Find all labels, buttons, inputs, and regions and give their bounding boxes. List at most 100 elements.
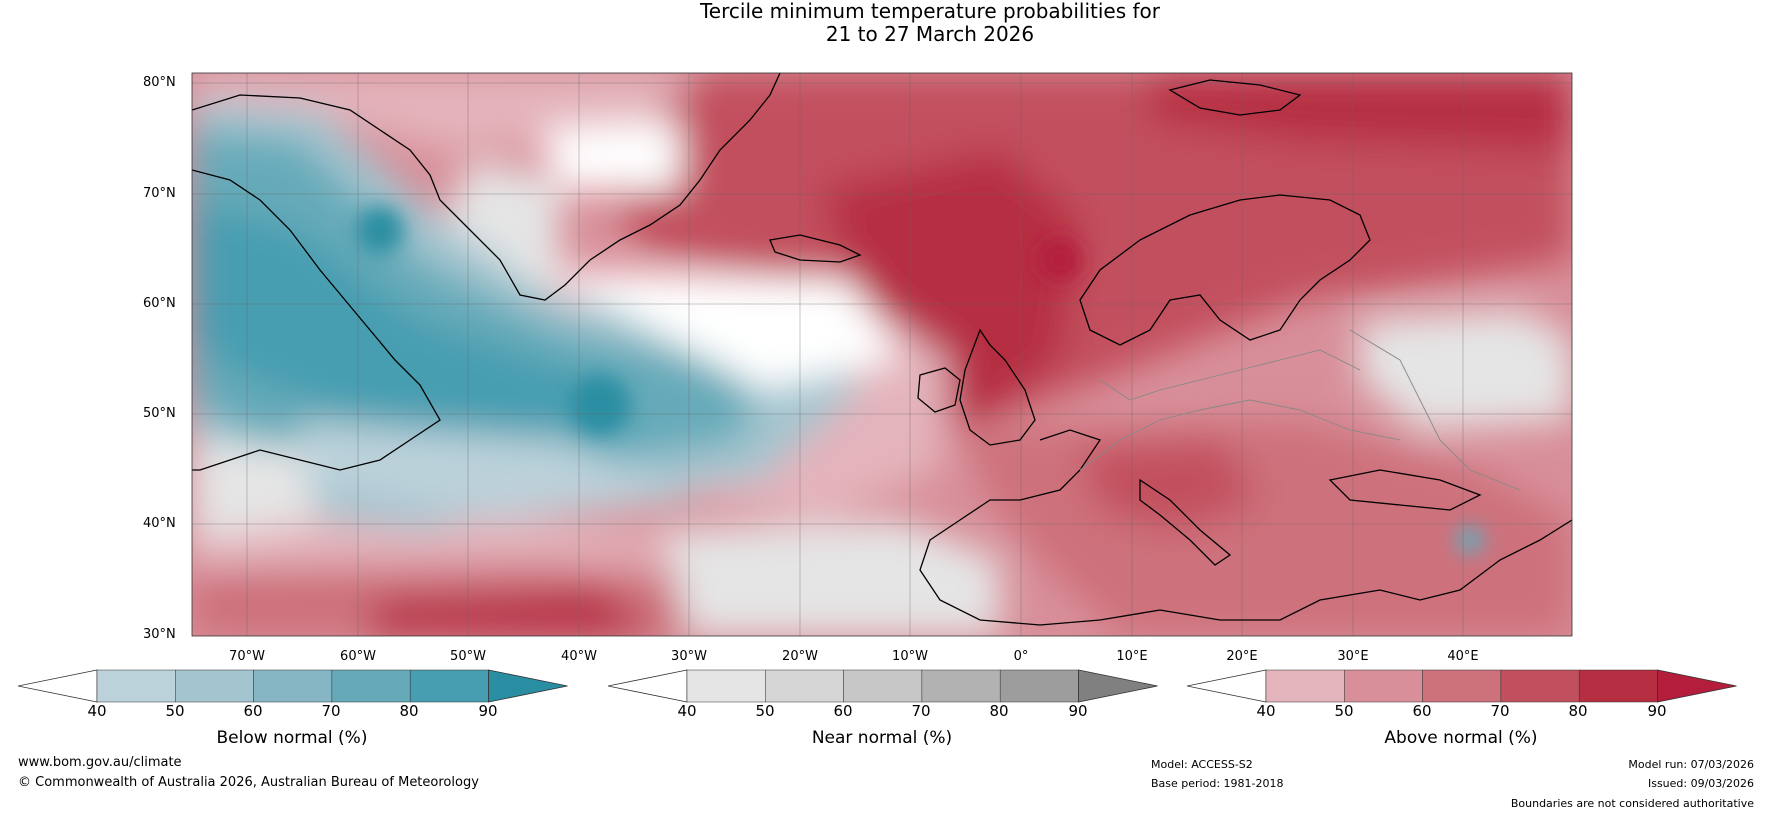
below-normal-light-south: [300, 420, 700, 520]
graticule: [192, 73, 1572, 636]
ireland-coastline: [917, 367, 961, 413]
above-normal-light-south: [192, 520, 700, 570]
britain-coastline: [959, 328, 1036, 446]
below-normal-caspian: [1456, 526, 1484, 554]
below-normal-peak-atlantic: [570, 375, 630, 435]
near-tick-50: 50: [755, 702, 775, 720]
mediterranean-coastline: [919, 429, 1572, 626]
colorbar-segment: [331, 669, 411, 703]
below-tick-90: 90: [478, 702, 498, 720]
svalbard-coastline: [1168, 79, 1302, 116]
border-baltic: [1099, 349, 1361, 401]
above-tick-90: 90: [1647, 702, 1667, 720]
colorbar-below-normal: [18, 669, 568, 703]
colorbar-segment: [843, 669, 923, 703]
lat-label-50n: 50°N: [143, 406, 176, 421]
lon-label-10w: 10°W: [892, 649, 928, 664]
colorbar-right-arrow: [1657, 669, 1737, 703]
colorbar-near-segments: [608, 669, 1158, 703]
colorbar-above-normal: [1187, 669, 1737, 703]
lon-label-40e: 40°E: [1447, 649, 1479, 664]
lat-label-30n: 30°N: [143, 627, 176, 642]
colorbar-left-arrow: [1187, 669, 1267, 703]
above-tick-50: 50: [1334, 702, 1354, 720]
lon-label-20e: 20°E: [1226, 649, 1258, 664]
colorbar-segment: [921, 669, 1001, 703]
colorbar-segment: [253, 669, 333, 703]
below-tick-60: 60: [243, 702, 263, 720]
model-run-date: Model run: 07/03/2026: [1628, 758, 1754, 771]
lat-label-60n: 60°N: [143, 296, 176, 311]
lon-label-70w: 70°W: [229, 649, 265, 664]
near-normal-russia: [1360, 310, 1572, 430]
above-normal-max-northsea: [820, 150, 1080, 420]
lon-label-10e: 10°E: [1116, 649, 1148, 664]
white-patch-north-atlantic: [540, 120, 680, 190]
coastlines: [192, 73, 1572, 626]
map-field: [192, 73, 1572, 636]
title-line-1: Tercile minimum temperature probabilitie…: [699, 0, 1161, 23]
white-band-atlantic: [520, 270, 900, 390]
website-link[interactable]: www.bom.gov.au/climate: [18, 755, 182, 770]
above-tick-70: 70: [1490, 702, 1510, 720]
colorbar-right-arrow: [488, 669, 568, 703]
boundary-disclaimer: Boundaries are not considered authoritat…: [1510, 797, 1754, 810]
colorbar-near-normal: [608, 669, 1158, 703]
near-tick-60: 60: [833, 702, 853, 720]
lon-label-0: 0°: [1013, 649, 1029, 664]
colorbar-segment: [1265, 669, 1345, 703]
above-normal-peak-norway: [1038, 238, 1082, 282]
colorbar-left-arrow: [608, 669, 688, 703]
above-normal-max-arctic: [1150, 73, 1572, 150]
below-normal-label: Below normal (%): [216, 728, 368, 748]
near-tick-70: 70: [911, 702, 931, 720]
model-name: Model: ACCESS-S2: [1151, 758, 1253, 771]
title-line-2: 21 to 27 March 2026: [825, 22, 1035, 46]
base-period: Base period: 1981-2018: [1151, 777, 1284, 790]
below-tick-70: 70: [321, 702, 341, 720]
above-normal-south-core: [360, 590, 660, 636]
near-tick-40: 40: [677, 702, 697, 720]
border-eastern-europe: [1349, 329, 1521, 491]
scandinavia-coastline: [1079, 194, 1371, 346]
below-tick-80: 80: [399, 702, 419, 720]
below-tick-50: 50: [165, 702, 185, 720]
colorbar-segment: [765, 669, 844, 703]
near-normal-north-africa: [660, 520, 1000, 636]
near-tick-90: 90: [1068, 702, 1088, 720]
colorbar-segment: [1578, 669, 1658, 703]
black-sea-coastline: [1328, 469, 1482, 511]
colorbar-below-segments: [18, 669, 568, 703]
lon-label-60w: 60°W: [340, 649, 376, 664]
italy-coastline: [1139, 478, 1232, 566]
near-normal-label: Near normal (%): [811, 728, 953, 748]
colorbar-segment: [686, 669, 766, 703]
below-tick-40: 40: [87, 702, 107, 720]
lon-label-30e: 30°E: [1337, 649, 1369, 664]
lon-label-20w: 20°W: [782, 649, 818, 664]
above-tick-40: 40: [1256, 702, 1276, 720]
colorbar-segment: [409, 669, 489, 703]
colorbar-segment: [999, 669, 1079, 703]
lat-label-40n: 40°N: [143, 516, 176, 531]
iceland-coastline: [769, 234, 862, 263]
greenland-coastline: [192, 73, 781, 301]
colorbar-segment: [1344, 669, 1423, 703]
above-normal-italy: [1080, 440, 1260, 530]
colorbar-segment: [96, 669, 176, 703]
lon-label-50w: 50°W: [450, 649, 486, 664]
above-tick-80: 80: [1568, 702, 1588, 720]
issued-date: Issued: 09/03/2026: [1647, 777, 1754, 790]
colorbar-segment: [175, 669, 254, 703]
map-frame: [191, 72, 1573, 637]
colorbar-segment: [1422, 669, 1502, 703]
country-borders: [1079, 329, 1521, 491]
near-normal-us-coast: [192, 440, 320, 540]
colorbar-right-arrow: [1078, 669, 1158, 703]
below-normal-core: [192, 200, 640, 440]
chart-title: Tercile minimum temperature probabilitie…: [0, 0, 1770, 46]
border-central-europe: [1079, 399, 1401, 471]
near-tick-80: 80: [989, 702, 1009, 720]
above-normal-label: Above normal (%): [1384, 728, 1538, 748]
